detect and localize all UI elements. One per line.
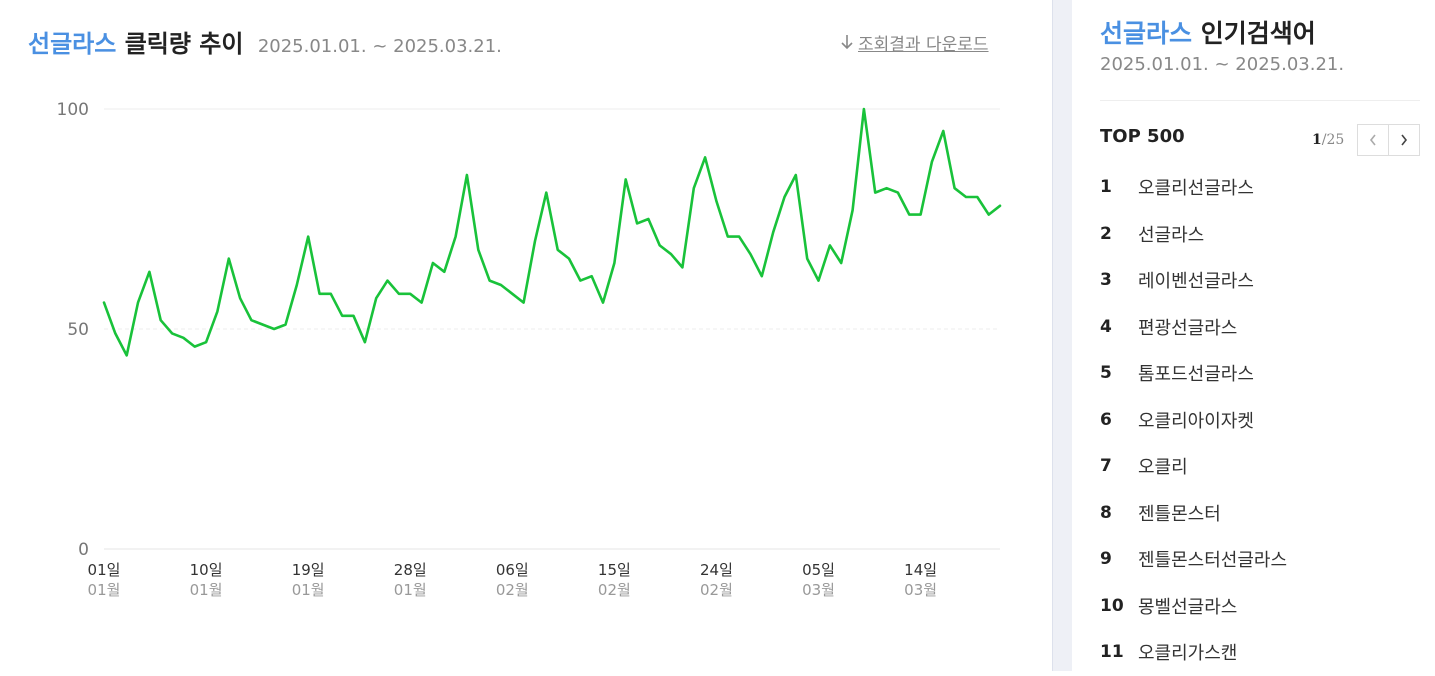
rank-item[interactable]: 4 편광선글라스	[1100, 304, 1287, 351]
x-tick-day: 05일	[802, 561, 835, 579]
trend-panel: 선글라스 클릭량 추이 2025.01.01. ~ 2025.03.21. 조회…	[28, 24, 1002, 599]
popular-title: 선글라스 인기검색어	[1100, 14, 1316, 50]
chevron-right-icon	[1401, 134, 1408, 146]
y-tick-label: 0	[78, 540, 89, 560]
rank-number: 3	[1100, 270, 1112, 291]
chart-date-range: 2025.01.01. ~ 2025.03.21.	[257, 36, 502, 57]
rank-keyword: 젠틀몬스터선글라스	[1138, 550, 1288, 572]
rank-item[interactable]: 11 오클리가스캔	[1100, 629, 1287, 676]
download-button[interactable]: 조회결과 다운로드	[840, 30, 989, 55]
chart-title-suffix: 클릭량 추이	[124, 30, 244, 58]
rank-number: 9	[1100, 549, 1112, 570]
rank-item[interactable]: 2 선글라스	[1100, 211, 1287, 258]
x-tick-day: 10일	[190, 561, 223, 579]
rank-keyword: 젠틀몬스터	[1138, 503, 1221, 525]
x-tick-day: 06일	[496, 561, 529, 579]
x-tick-month: 02월	[700, 581, 733, 599]
x-tick-month: 01월	[292, 581, 325, 599]
rank-keyword: 오클리아이자켓	[1138, 410, 1254, 432]
prev-page-button[interactable]	[1357, 124, 1390, 156]
y-tick-label: 100	[57, 100, 89, 120]
page-indicator: 1/25	[1312, 132, 1344, 148]
rank-keyword: 선글라스	[1138, 224, 1205, 246]
popular-date-range: 2025.01.01. ~ 2025.03.21.	[1100, 54, 1345, 75]
download-icon	[840, 34, 854, 55]
rank-item[interactable]: 8 젠틀몬스터	[1100, 490, 1287, 537]
x-tick-day: 28일	[394, 561, 427, 579]
rank-number: 8	[1100, 502, 1112, 523]
rank-keyword: 레이벤선글라스	[1138, 271, 1254, 293]
page-current: 1	[1312, 132, 1322, 148]
popular-divider	[1100, 100, 1420, 101]
popular-keywords-panel: 선글라스 인기검색어 2025.01.01. ~ 2025.03.21. TOP…	[1072, 0, 1435, 671]
x-tick-month: 01월	[88, 581, 121, 599]
x-tick-month: 03월	[904, 581, 937, 599]
x-tick-month: 01월	[190, 581, 223, 599]
rank-item[interactable]: 6 오클리아이자켓	[1100, 397, 1287, 444]
panel-divider	[1052, 0, 1073, 671]
rank-number: 2	[1100, 223, 1112, 244]
next-page-button[interactable]	[1388, 124, 1421, 156]
x-tick-day: 01일	[88, 561, 121, 579]
rank-keyword: 오클리	[1138, 457, 1188, 479]
x-tick-day: 15일	[598, 561, 631, 579]
rank-number: 5	[1100, 363, 1112, 384]
y-tick-label: 50	[67, 320, 89, 340]
chart-title: 선글라스 클릭량 추이 2025.01.01. ~ 2025.03.21.	[28, 24, 502, 59]
rank-list: 1 오클리선글라스 2 선글라스 3 레이벤선글라스 4 편광선글라스 5 톰포드선글라스 6 오클리…	[1100, 164, 1287, 676]
x-tick-day: 19일	[292, 561, 325, 579]
x-tick-month: 01월	[394, 581, 427, 599]
chart-title-keyword: 선글라스	[28, 30, 117, 58]
x-tick-day: 14일	[904, 561, 937, 579]
x-tick-day: 24일	[700, 561, 733, 579]
rank-number: 10	[1100, 595, 1124, 616]
rank-item[interactable]: 1 오클리선글라스	[1100, 164, 1287, 211]
popular-title-suffix: 인기검색어	[1200, 19, 1316, 48]
page-total: /25	[1321, 132, 1345, 148]
rank-item[interactable]: 9 젠틀몬스터선글라스	[1100, 536, 1287, 583]
rank-number: 4	[1100, 316, 1112, 337]
x-tick-month: 03월	[802, 581, 835, 599]
rank-keyword: 편광선글라스	[1138, 317, 1238, 339]
rank-keyword: 몽벨선글라스	[1138, 596, 1238, 618]
rank-item[interactable]: 7 오클리	[1100, 443, 1287, 490]
rank-number: 1	[1100, 177, 1112, 198]
series-line	[102, 107, 1002, 357]
rank-number: 6	[1100, 409, 1112, 430]
chevron-left-icon	[1370, 134, 1376, 146]
top-label: TOP 500	[1100, 126, 1185, 147]
rank-item[interactable]: 10 몽벨선글라스	[1100, 583, 1287, 630]
rank-number: 7	[1100, 456, 1112, 477]
rank-item[interactable]: 5 톰포드선글라스	[1100, 350, 1287, 397]
pager: 1/25	[1312, 124, 1421, 156]
rank-keyword: 오클리선글라스	[1138, 178, 1254, 200]
rank-keyword: 오클리가스캔	[1138, 643, 1238, 665]
rank-number: 11	[1100, 642, 1124, 663]
download-label: 조회결과 다운로드	[858, 35, 989, 55]
rank-item[interactable]: 3 레이벤선글라스	[1100, 257, 1287, 304]
x-tick-month: 02월	[598, 581, 631, 599]
click-trend-chart: 0 50 100 01일 01월 10일 01월 19일 01월 28일 01월 06일 02월 15일 0…	[57, 100, 1002, 599]
popular-title-keyword: 선글라스	[1100, 19, 1193, 48]
rank-keyword: 톰포드선글라스	[1138, 364, 1254, 386]
x-tick-month: 02월	[496, 581, 529, 599]
